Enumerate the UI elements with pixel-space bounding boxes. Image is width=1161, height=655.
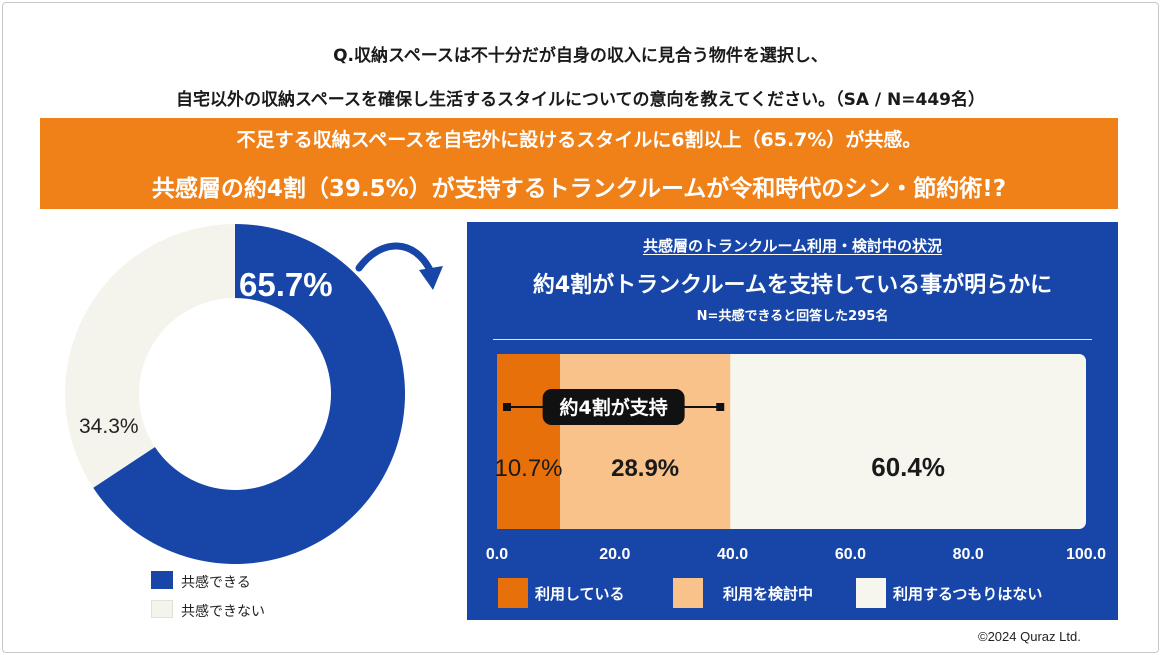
legend-swatch — [673, 578, 703, 608]
legend-label: 利用している — [535, 585, 625, 603]
bracket-end-left — [503, 403, 511, 411]
bar-value-considering: 28.9% — [611, 455, 679, 482]
copyright: ©2024 Quraz Ltd. — [978, 629, 1081, 644]
panel-subtitle: 共感層のトランクルーム利用・検討中の状況 — [642, 237, 943, 255]
x-tick-label: 0.0 — [486, 546, 508, 563]
question-line-2: 自宅以外の収納スペースを確保し生活するスタイルについての意向を教えてください。（… — [176, 90, 985, 110]
legend-label: 利用を検討中 — [723, 585, 814, 603]
bracket-label-box — [542, 389, 685, 425]
bar-segment-using — [497, 354, 561, 529]
bracket-label: 約4割が支持 — [560, 396, 668, 419]
panel-note: N=共感できると回答した295名 — [696, 309, 889, 324]
legend-label: 利用するつもりはない — [893, 585, 1043, 603]
bar-segment-considering — [560, 354, 731, 529]
donut-slice-not-empathize — [65, 224, 235, 488]
banner-line-1: 不足する収納スペースを自宅外に設けるスタイルに6割以上（65.7%）が共感。 — [236, 129, 922, 151]
panel-headline: 約4割がトランクルームを支持している事が明らかに — [532, 273, 1053, 298]
donut-label-not-empathize: 34.3% — [79, 415, 139, 438]
legend-swatch-cream — [151, 600, 173, 618]
donut-chart — [60, 222, 410, 571]
bar-value-using: 10.7% — [494, 455, 562, 482]
banner-line-2: 共感層の約4割（39.5%）が支持するトランクルームが令和時代のシン・節約術!? — [151, 176, 1007, 202]
donut-svg — [65, 224, 405, 564]
legend-swatch — [498, 578, 528, 608]
legend-swatch — [856, 578, 886, 608]
x-tick-label: 20.0 — [599, 546, 630, 563]
stacked-bar-chart: 10.7% 28.9% 60.4% 約4割が支持 0.0 20.0 40.0 60.0 80.0… — [486, 354, 1106, 563]
curved-arrow-icon — [355, 242, 443, 290]
trunk-room-panel: 共感層のトランクルーム利用・検討中の状況 約4割がトランクルームを支持している事… — [467, 222, 1118, 620]
legend-swatch-blue — [151, 571, 173, 589]
donut-label-empathize: 65.7% — [239, 266, 333, 303]
x-tick-label: 80.0 — [953, 546, 984, 563]
bracket-end-right — [716, 403, 725, 411]
headline-banner: 不足する収納スペースを自宅外に設けるスタイルに6割以上（65.7%）が共感。 共… — [40, 118, 1118, 209]
x-tick-label: 60.0 — [835, 546, 866, 563]
legend-label: 共感できない — [181, 604, 265, 620]
panel-divider — [493, 339, 1092, 340]
x-tick-label: 100.0 — [1066, 546, 1106, 563]
x-tick-label: 40.0 — [717, 546, 748, 563]
legend-label: 共感できる — [181, 575, 251, 591]
donut-slice-empathize — [93, 224, 405, 564]
question-line-1: Q.収納スペースは不十分だが自身の収入に見合う物件を選択し、 — [333, 46, 828, 66]
bar-value-not-intending: 60.4% — [871, 452, 945, 482]
